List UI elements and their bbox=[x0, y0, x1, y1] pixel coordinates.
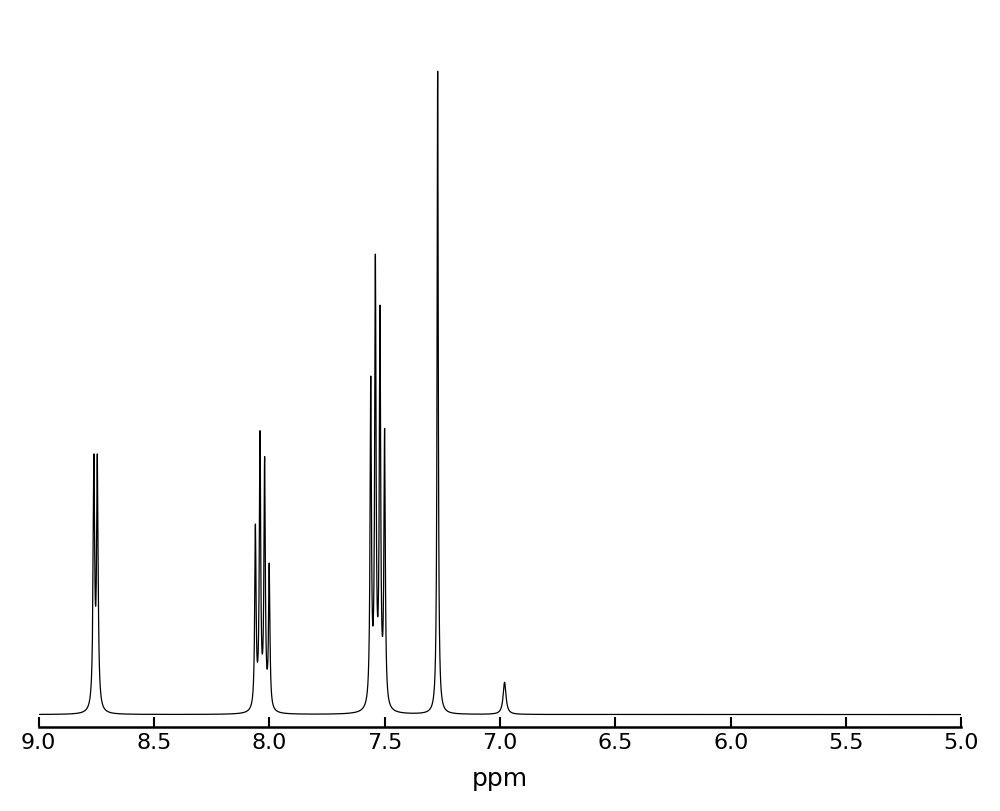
X-axis label: ppm: ppm bbox=[472, 766, 528, 790]
